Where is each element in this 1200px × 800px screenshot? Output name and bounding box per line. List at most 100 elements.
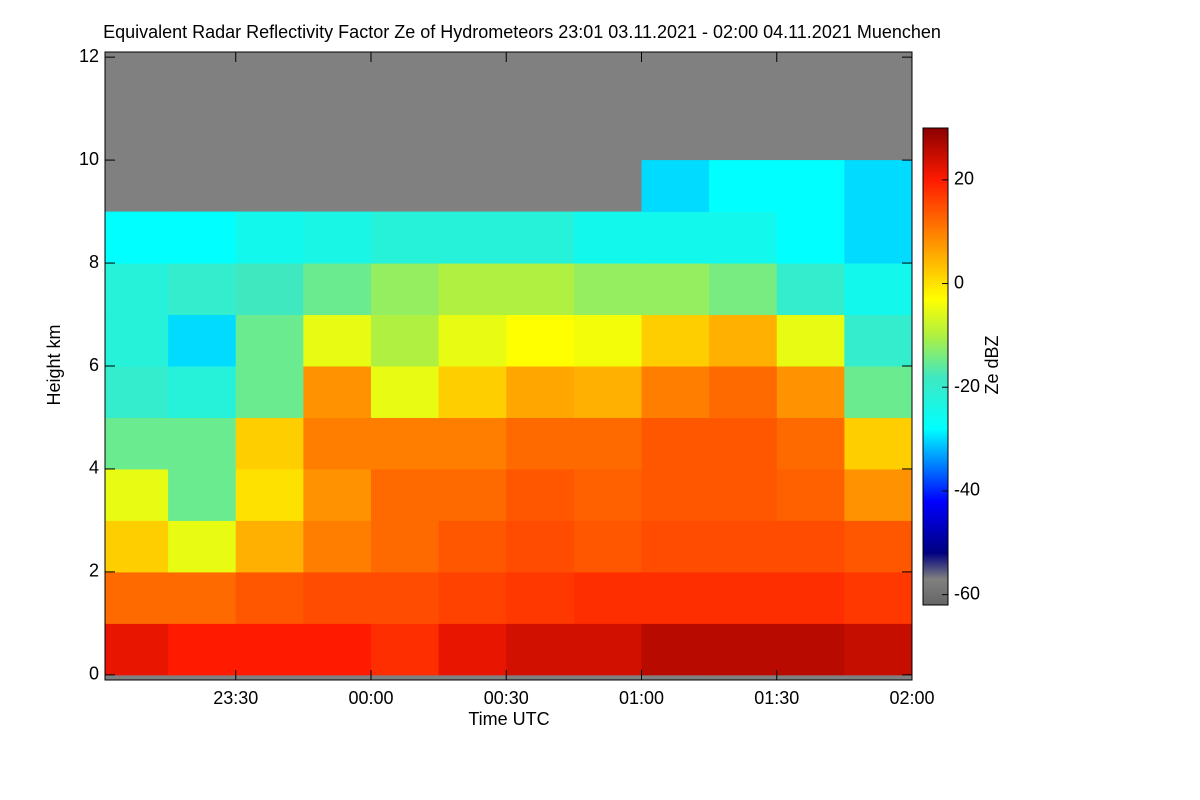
heatmap-cell <box>438 263 507 316</box>
heatmap-cell <box>235 366 304 418</box>
heatmap-cell <box>303 314 372 367</box>
heatmap-cell <box>844 160 912 213</box>
heatmap-cell <box>303 571 372 624</box>
heatmap-cell <box>370 623 440 676</box>
heatmap-cell <box>303 366 372 418</box>
colorbar-label: Ze dBZ <box>982 335 1002 394</box>
heatmap-cell <box>370 366 440 418</box>
heatmap-cell <box>506 417 575 470</box>
heatmap-cell <box>235 520 304 573</box>
heatmap-cell <box>641 211 710 264</box>
heatmap-cell <box>370 263 440 316</box>
heatmap-cell <box>506 263 575 316</box>
colorbar-tick-label: 0 <box>954 272 964 292</box>
heatmap-cell <box>844 366 912 418</box>
heatmap-cell <box>844 571 912 624</box>
heatmap-cell <box>709 263 778 316</box>
colorbar-tick-label: -40 <box>954 480 980 500</box>
heatmap-cell <box>506 366 575 418</box>
heatmap-cell <box>641 366 710 418</box>
heatmap-cell <box>370 314 440 367</box>
heatmap-cell <box>641 520 710 573</box>
heatmap-cell <box>641 314 710 367</box>
heatmap-cell <box>370 520 440 573</box>
heatmap-cell <box>105 211 169 264</box>
heatmap-cell <box>168 623 237 676</box>
heatmap-cell <box>303 211 372 264</box>
heatmap-cell <box>709 623 778 676</box>
heatmap-cell <box>105 263 169 316</box>
heatmap-cell <box>303 468 372 521</box>
y-tick-label: 0 <box>89 664 99 684</box>
heatmap <box>105 52 912 680</box>
heatmap-cell <box>235 571 304 624</box>
heatmap-cell <box>438 623 507 676</box>
heatmap-cell <box>438 520 507 573</box>
heatmap-cell <box>506 314 575 367</box>
heatmap-cell <box>168 468 237 521</box>
heatmap-cell <box>776 571 845 624</box>
y-tick-label: 8 <box>89 252 99 272</box>
heatmap-cell <box>776 417 845 470</box>
heatmap-cell <box>370 211 440 264</box>
heatmap-cell <box>709 160 778 213</box>
heatmap-cell <box>709 468 778 521</box>
heatmap-cell <box>776 366 845 418</box>
heatmap-cell <box>776 211 845 264</box>
heatmap-cell <box>370 417 440 470</box>
heatmap-cell <box>641 160 710 213</box>
heatmap-cell <box>168 211 237 264</box>
heatmap-cell <box>776 263 845 316</box>
y-tick-label: 6 <box>89 355 99 375</box>
heatmap-cell <box>573 520 642 573</box>
heatmap-cell <box>573 263 642 316</box>
heatmap-cell <box>709 520 778 573</box>
heatmap-cell <box>709 211 778 264</box>
heatmap-cell <box>303 520 372 573</box>
heatmap-cell <box>776 314 845 367</box>
heatmap-cell <box>105 571 169 624</box>
heatmap-cell <box>573 468 642 521</box>
heatmap-cell <box>506 211 575 264</box>
heatmap-cell <box>438 314 507 367</box>
heatmap-cell <box>235 211 304 264</box>
heatmap-cell <box>105 623 169 676</box>
x-tick-label: 01:00 <box>619 688 664 708</box>
heatmap-cell <box>168 571 237 624</box>
heatmap-cell <box>709 417 778 470</box>
x-tick-label: 00:00 <box>348 688 393 708</box>
x-tick-label: 23:30 <box>213 688 258 708</box>
heatmap-cell <box>506 571 575 624</box>
heatmap-cell <box>105 468 169 521</box>
heatmap-cell <box>168 263 237 316</box>
heatmap-cell <box>438 211 507 264</box>
chart-title: Equivalent Radar Reflectivity Factor Ze … <box>103 22 941 42</box>
x-axis-label: Time UTC <box>468 709 549 729</box>
heatmap-cell <box>641 417 710 470</box>
heatmap-cell <box>438 366 507 418</box>
x-tick-label: 01:30 <box>754 688 799 708</box>
heatmap-cell <box>641 623 710 676</box>
heatmap-cell <box>168 314 237 367</box>
heatmap-cell <box>168 417 237 470</box>
heatmap-cell <box>235 417 304 470</box>
heatmap-cell <box>776 160 845 213</box>
x-tick-label: 00:30 <box>484 688 529 708</box>
heatmap-cell <box>235 263 304 316</box>
heatmap-cell <box>844 211 912 264</box>
heatmap-cell <box>506 623 575 676</box>
heatmap-cell <box>573 571 642 624</box>
heatmap-cell <box>168 366 237 418</box>
heatmap-cell <box>105 366 169 418</box>
x-tick-label: 02:00 <box>889 688 934 708</box>
heatmap-cell <box>573 417 642 470</box>
heatmap-cell <box>168 520 237 573</box>
colorbar-tick-label: -20 <box>954 376 980 396</box>
y-tick-label: 4 <box>89 458 99 478</box>
heatmap-cell <box>844 623 912 676</box>
heatmap-cell <box>709 571 778 624</box>
y-axis-label: Height km <box>44 324 64 405</box>
heatmap-cell <box>105 314 169 367</box>
